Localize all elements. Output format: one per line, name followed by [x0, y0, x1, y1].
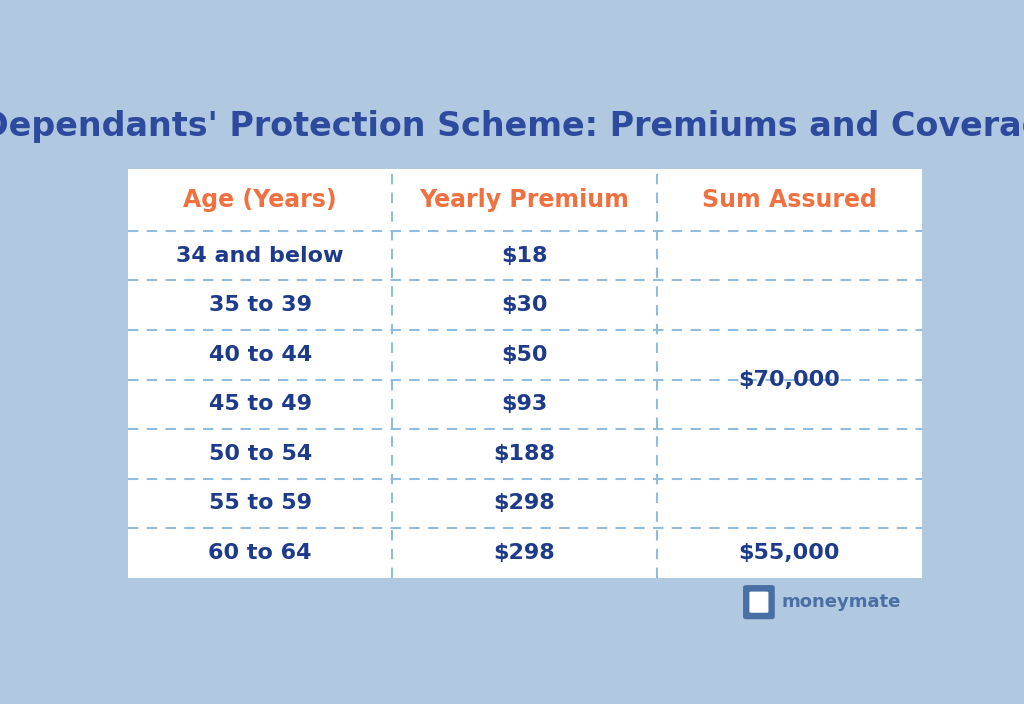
Bar — [128, 168, 922, 578]
Text: Age (Years): Age (Years) — [183, 188, 337, 212]
FancyBboxPatch shape — [750, 591, 768, 612]
Text: moneymate: moneymate — [781, 593, 900, 611]
Text: $70,000: $70,000 — [738, 370, 840, 389]
Bar — [128, 578, 922, 627]
Text: $30: $30 — [501, 295, 548, 315]
Text: $298: $298 — [494, 494, 555, 513]
Text: $18: $18 — [501, 246, 548, 265]
Text: $50: $50 — [501, 345, 548, 365]
Text: 35 to 39: 35 to 39 — [209, 295, 311, 315]
Text: 45 to 49: 45 to 49 — [209, 394, 311, 415]
Text: 60 to 64: 60 to 64 — [209, 543, 312, 563]
Text: 34 and below: 34 and below — [176, 246, 344, 265]
Text: $298: $298 — [494, 543, 555, 563]
Text: $93: $93 — [502, 394, 548, 415]
Text: 50 to 54: 50 to 54 — [209, 444, 311, 464]
Bar — [128, 84, 922, 168]
Text: Yearly Premium: Yearly Premium — [420, 188, 630, 212]
Text: 55 to 59: 55 to 59 — [209, 494, 311, 513]
Text: Sum Assured: Sum Assured — [701, 188, 877, 212]
Text: $55,000: $55,000 — [738, 543, 840, 563]
Text: 40 to 44: 40 to 44 — [209, 345, 311, 365]
Text: $188: $188 — [494, 444, 555, 464]
Text: Dependants' Protection Scheme: Premiums and Coverage: Dependants' Protection Scheme: Premiums … — [0, 110, 1024, 143]
FancyBboxPatch shape — [743, 585, 775, 620]
